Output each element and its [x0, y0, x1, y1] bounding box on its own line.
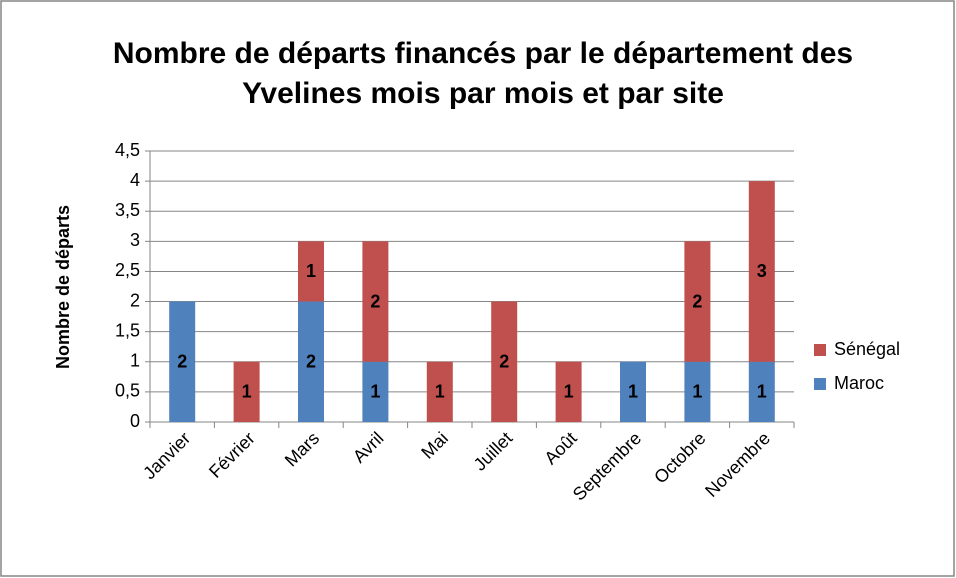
y-tick-label: 0,5: [115, 381, 140, 401]
chart-title: Nombre de départs financés par le départ…: [112, 37, 854, 110]
y-tick-label: 0: [130, 411, 140, 431]
legend-swatch: [814, 344, 826, 356]
bar-segment: [620, 361, 646, 422]
bar-segment: [684, 361, 711, 422]
y-tick-label: 1: [130, 351, 140, 371]
bar-segment: [233, 361, 260, 422]
data-label: 1: [564, 382, 574, 402]
bar-segment: [362, 361, 389, 422]
data-label: 2: [306, 352, 316, 372]
data-label: 1: [306, 261, 316, 281]
data-label: 1: [242, 382, 252, 402]
y-axis-label: Nombre de départs: [53, 205, 73, 369]
data-label: 2: [499, 352, 509, 372]
legend-label: Sénégal: [834, 339, 900, 359]
legend-swatch: [814, 378, 826, 390]
bar-segment: [748, 181, 775, 362]
data-label: 2: [692, 291, 702, 311]
y-tick-label: 2: [130, 290, 140, 310]
data-label: 1: [692, 382, 702, 402]
data-label: 2: [177, 352, 187, 372]
y-tick-label: 3,5: [115, 200, 140, 220]
bar-segment: [555, 361, 582, 422]
bar-segment: [298, 301, 324, 422]
y-tick-label: 1,5: [115, 320, 140, 340]
bar-segment: [426, 361, 453, 422]
legend-label: Maroc: [834, 373, 884, 393]
y-tick-label: 2,5: [115, 260, 140, 280]
bar-segment: [362, 241, 389, 362]
bar-segment: [491, 301, 518, 422]
data-label: 1: [628, 382, 638, 402]
data-label: 1: [757, 382, 767, 402]
y-tick-label: 4,5: [115, 140, 140, 160]
data-label: 3: [757, 261, 767, 281]
y-tick-label: 3: [130, 230, 140, 250]
data-label: 1: [435, 382, 445, 402]
data-label: 2: [370, 291, 380, 311]
bar-segment: [298, 241, 324, 302]
y-tick-label: 4: [130, 170, 140, 190]
bar-segment: [748, 361, 775, 422]
bar-segment: [169, 301, 196, 422]
bar-segment: [684, 241, 711, 362]
data-label: 1: [370, 382, 380, 402]
